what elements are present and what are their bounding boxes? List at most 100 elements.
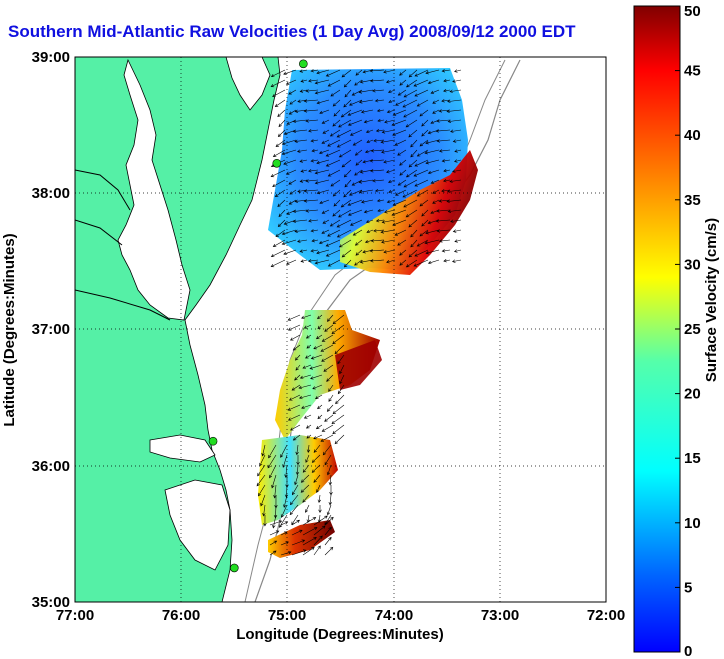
velocity-arrow (292, 219, 308, 224)
velocity-arrow (397, 149, 407, 156)
velocity-arrow (443, 179, 451, 183)
velocity-arrow (405, 259, 418, 268)
velocity-arrow (410, 139, 418, 148)
velocity-arrow (452, 79, 462, 83)
velocity-arrow (306, 444, 311, 453)
velocity-arrow (443, 89, 451, 93)
velocity-arrow (441, 189, 451, 193)
colorbar: 0 5 10 15 20 25 30 35 40 45 50 Surface Velocity (c… (633, 3, 720, 659)
velocity-arrow (263, 514, 267, 527)
velocity-arrow (326, 314, 334, 322)
velocity-arrow (313, 344, 323, 350)
velocity-arrow (443, 259, 451, 263)
velocity-arrow (261, 444, 266, 457)
velocity-arrow (383, 249, 396, 254)
velocity-arrow (328, 384, 334, 392)
velocity-arrow (272, 239, 286, 247)
velocity-arrow (384, 209, 396, 214)
velocity-arrow (388, 179, 396, 184)
velocity-arrow (302, 547, 315, 556)
velocity-arrow (277, 109, 286, 118)
velocity-arrow (363, 119, 374, 124)
velocity-arrow (358, 99, 374, 104)
velocity-arrow (399, 259, 407, 266)
velocity-arrow (313, 525, 326, 536)
velocity-arrow (330, 89, 341, 97)
velocity-arrow (283, 159, 297, 165)
velocity-arrow (280, 541, 289, 546)
velocity-arrow (454, 69, 462, 73)
albemarle-sound (149, 434, 216, 463)
x-tick-label: 75:00 (268, 607, 306, 624)
velocity-arrow (344, 179, 352, 188)
velocity-arrow (402, 189, 418, 198)
x-axis-label: Longitude (Degrees:Minutes) (236, 626, 444, 643)
velocity-arrow (348, 99, 363, 106)
velocity-arrow (317, 494, 322, 504)
velocity-arrow (267, 454, 277, 469)
velocity-arrow (354, 259, 363, 266)
colorbar-tick-label: 50 (684, 3, 701, 20)
velocity-arrow (301, 314, 312, 319)
velocity-arrow (324, 526, 332, 536)
velocity-arrow (347, 109, 363, 116)
velocity-arrow (336, 139, 352, 148)
velocity-arrow (262, 504, 266, 517)
velocity-arrow (300, 484, 310, 493)
velocity-arrow (352, 139, 363, 146)
velocity-arrow (305, 89, 319, 93)
velocity-arrow (328, 394, 334, 402)
velocity-arrow (287, 324, 301, 331)
velocity-arrow (303, 199, 319, 203)
velocity-arrow (432, 199, 440, 204)
velocity-arrow (446, 199, 462, 204)
velocity-arrow (280, 531, 288, 536)
velocity-arrow (436, 119, 451, 123)
velocity-arrow (421, 219, 429, 227)
velocity-arrow (339, 364, 345, 375)
velocity-arrow (308, 219, 319, 223)
velocity-arrow (331, 414, 345, 425)
y-axis-label: Latitude (Degrees:Minutes) (1, 233, 18, 426)
velocity-arrow (288, 394, 301, 401)
velocity-arrow (392, 109, 407, 116)
velocity-arrow (302, 364, 312, 369)
velocity-arrow (332, 119, 341, 127)
velocity-arrow (332, 424, 345, 435)
colorbar-tick-label: 25 (684, 321, 701, 338)
james-river (75, 289, 171, 321)
velocity-arrow (291, 384, 301, 391)
velocity-arrow (287, 404, 301, 411)
velocity-arrow (338, 149, 352, 158)
velocity-arrow (292, 119, 308, 124)
velocity-arrow (285, 259, 297, 265)
velocity-arrow (388, 99, 396, 104)
velocity-arrow (359, 79, 374, 84)
velocity-arrow (258, 484, 266, 497)
velocity-arrow (408, 129, 418, 138)
velocity-arrow (302, 527, 318, 536)
velocity-arrow (325, 239, 341, 247)
velocity-arrow (295, 364, 301, 371)
velocity-arrow (289, 99, 297, 105)
velocity-arrow (441, 69, 451, 73)
velocity-arrow (454, 239, 462, 243)
velocity-arrow (354, 239, 363, 246)
velocity-arrow (294, 109, 308, 113)
velocity-arrow (299, 249, 308, 253)
velocity-arrow (300, 169, 308, 173)
velocity-arrow (300, 79, 308, 83)
velocity-arrow (294, 199, 308, 203)
x-tick-label: 77:00 (56, 607, 94, 624)
velocity-arrow (303, 99, 319, 103)
velocity-arrow (272, 514, 277, 529)
x-tick-label: 76:00 (162, 607, 200, 624)
velocity-arrow (310, 354, 323, 360)
velocity-arrow (374, 189, 385, 193)
velocity-arrow (321, 119, 330, 124)
velocity-arrow (438, 239, 451, 243)
velocity-arrow (395, 189, 407, 196)
velocity-arrow (452, 169, 462, 173)
velocity-arrow (299, 159, 308, 163)
velocity-arrow (334, 344, 345, 355)
